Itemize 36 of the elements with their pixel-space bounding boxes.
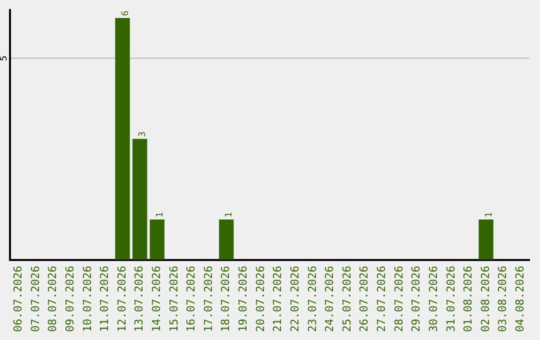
x-tick-label: 16.07.2026 [184, 266, 198, 332]
x-tick-label: 07.07.2026 [28, 266, 42, 332]
x-tick-label: 19.07.2026 [236, 266, 250, 332]
y-tick-label: 5 [0, 56, 10, 62]
x-tick-label: 20.07.2026 [254, 266, 267, 332]
x-tick-label: 23.07.2026 [306, 266, 319, 332]
x-tick-label: 11.07.2026 [98, 266, 112, 332]
x-tick-label: 09.07.2026 [63, 266, 76, 332]
x-tick-label: 28.07.2026 [392, 266, 406, 332]
data-label: 1 [155, 212, 166, 218]
x-tick-label: 06.07.2026 [12, 266, 25, 332]
data-label: 6 [120, 10, 131, 16]
x-tick-label: 17.07.2026 [202, 266, 215, 332]
x-tick-label: 13.07.2026 [132, 266, 146, 332]
x-tick-label: 30.07.2026 [426, 266, 440, 332]
x-tick-label: 08.07.2026 [46, 266, 60, 332]
x-tick-label: 22.07.2026 [288, 266, 302, 332]
x-tick-label: 24.07.2026 [323, 266, 336, 332]
x-tick-label: 29.07.2026 [410, 266, 423, 332]
x-tick-label: 25.07.2026 [340, 266, 354, 332]
x-tick-label: 31.07.2026 [444, 266, 458, 332]
x-tick-label: 02.08.2026 [478, 266, 492, 332]
x-tick-label: 27.07.2026 [375, 266, 388, 332]
x-tick-label: 10.07.2026 [80, 266, 94, 332]
x-tick-label: 12.07.2026 [115, 266, 128, 332]
data-label: 1 [224, 212, 235, 218]
data-label: 3 [138, 131, 148, 137]
x-tick-label: 26.07.2026 [358, 266, 371, 332]
data-label: 1 [484, 212, 494, 218]
x-tick-label: 01.08.2026 [462, 266, 475, 332]
x-tick-label: 15.07.2026 [167, 266, 180, 332]
x-tick-label: 04.08.2026 [513, 266, 526, 332]
x-tick-label: 03.08.2026 [496, 266, 510, 332]
x-tick-label: 18.07.2026 [219, 266, 232, 332]
x-tick-label: 21.07.2026 [271, 266, 284, 332]
x-tick-label: 14.07.2026 [150, 266, 163, 332]
